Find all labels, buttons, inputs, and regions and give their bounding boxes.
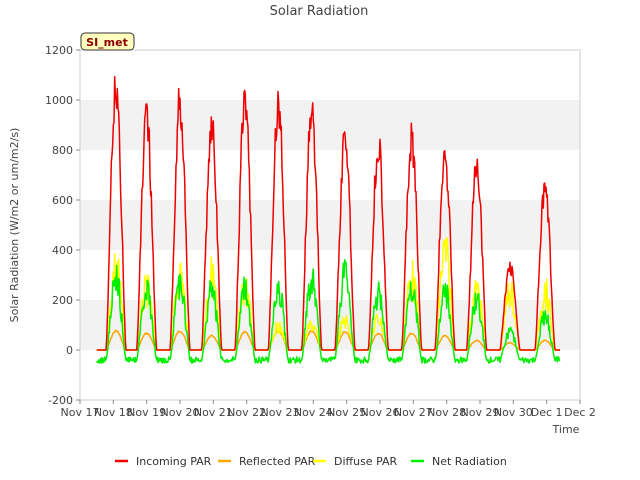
y-axis-label: Solar Radiation (W/m2 or um/m2/s) xyxy=(8,128,21,323)
x-tick-label: Nov 21 xyxy=(194,406,233,419)
y-tick-label: 1200 xyxy=(45,44,73,57)
chart-title: Solar Radiation xyxy=(270,4,369,19)
x-tick-label: Nov 29 xyxy=(461,406,500,419)
x-tick-label: Nov 19 xyxy=(127,406,166,419)
y-tick-label: 200 xyxy=(52,294,73,307)
x-tick-label: Nov 22 xyxy=(227,406,266,419)
y-tick-label: 600 xyxy=(52,194,73,207)
x-tick-label: Nov 24 xyxy=(294,406,333,419)
x-tick-label: Nov 30 xyxy=(494,406,533,419)
x-tick-label: Nov 18 xyxy=(94,406,133,419)
site-badge-label: SI_met xyxy=(86,36,128,49)
x-tick-label: Nov 20 xyxy=(161,406,200,419)
y-tick-label: 400 xyxy=(52,244,73,257)
legend-label: Diffuse PAR xyxy=(334,455,398,468)
grid-band xyxy=(80,250,580,300)
legend-label: Net Radiation xyxy=(432,455,507,468)
y-axis-ticks: -200 0 200 400 600 800 1000 1200 xyxy=(45,44,80,407)
grid-band xyxy=(80,300,580,350)
plot-background-bands xyxy=(80,50,580,400)
x-tick-label: Nov 28 xyxy=(427,406,466,419)
x-tick-label: Dec 2 xyxy=(564,406,596,419)
series-line-net-radiation xyxy=(96,259,561,364)
x-tick-label: Nov 17 xyxy=(61,406,100,419)
plot-frame xyxy=(79,49,581,401)
legend: Incoming PAR Reflected PAR Diffuse PAR Net … xyxy=(115,455,507,468)
x-tick-label: Nov 25 xyxy=(327,406,366,419)
y-tick-label: -200 xyxy=(48,394,73,407)
x-tick-label: Dec 1 xyxy=(531,406,563,419)
site-badge: SI_met xyxy=(80,32,135,51)
y-tick-label: 1000 xyxy=(45,94,73,107)
series-layer xyxy=(96,76,561,364)
x-tick-label: Nov 27 xyxy=(394,406,433,419)
legend-label: Incoming PAR xyxy=(136,455,212,468)
grid-band xyxy=(80,50,580,100)
grid-band xyxy=(80,150,580,200)
y-tick-label: 800 xyxy=(52,144,73,157)
series-line-incoming-par xyxy=(96,76,561,351)
legend-label: Reflected PAR xyxy=(239,455,316,468)
x-tick-label: Nov 23 xyxy=(261,406,300,419)
x-axis-label: Time xyxy=(552,423,580,436)
grid-band xyxy=(80,100,580,150)
y-tick-label: 0 xyxy=(66,344,73,357)
x-tick-label: Nov 26 xyxy=(361,406,400,419)
grid-band xyxy=(80,200,580,250)
